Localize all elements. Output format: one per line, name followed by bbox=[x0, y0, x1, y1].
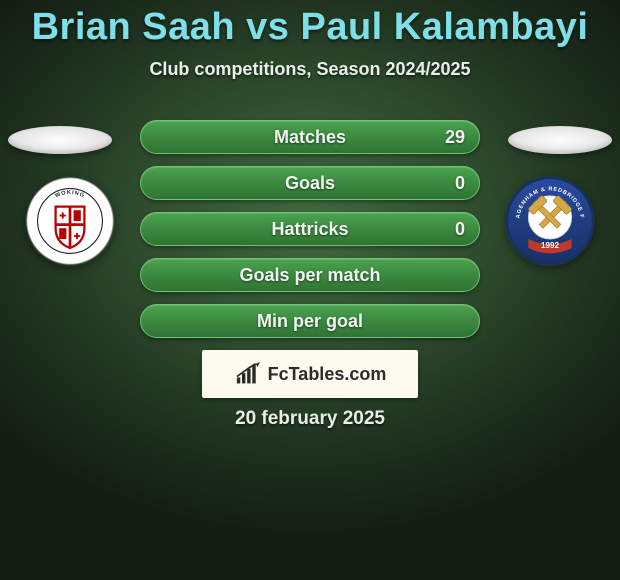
stat-value-right: 0 bbox=[455, 213, 465, 245]
stat-label: Matches bbox=[141, 121, 479, 153]
stat-value-right: 29 bbox=[445, 121, 465, 153]
brand-text: FcTables.com bbox=[268, 364, 387, 385]
svg-text:✚: ✚ bbox=[74, 232, 81, 241]
player-slot-right bbox=[508, 126, 612, 154]
footer-date: 20 february 2025 bbox=[0, 408, 620, 430]
stat-row-matches: Matches 29 bbox=[140, 120, 480, 154]
badge-right-year: 1992 bbox=[541, 241, 559, 250]
stat-label: Goals per match bbox=[141, 259, 479, 291]
stat-row-min-per-goal: Min per goal bbox=[140, 304, 480, 338]
stat-label: Min per goal bbox=[141, 305, 479, 337]
stat-row-goals-per-match: Goals per match bbox=[140, 258, 480, 292]
club-badge-right: DAGENHAM & REDBRIDGE FC 1992 bbox=[505, 176, 595, 266]
brand-box: FcTables.com bbox=[202, 350, 418, 398]
stat-label: Hattricks bbox=[141, 213, 479, 245]
page-title: Brian Saah vs Paul Kalambayi bbox=[0, 0, 620, 49]
svg-text:✚: ✚ bbox=[59, 211, 66, 220]
club-badge-left: WOKING ✚ ✚ bbox=[25, 176, 115, 266]
stat-label: Goals bbox=[141, 167, 479, 199]
page-subtitle: Club competitions, Season 2024/2025 bbox=[0, 59, 620, 80]
stat-row-hattricks: Hattricks 0 bbox=[140, 212, 480, 246]
comparison-card: Brian Saah vs Paul Kalambayi Club compet… bbox=[0, 0, 620, 580]
bars-icon bbox=[234, 362, 262, 386]
stat-row-goals: Goals 0 bbox=[140, 166, 480, 200]
player-slot-left bbox=[8, 126, 112, 154]
stats-table: Matches 29 Goals 0 Hattricks 0 Goals per… bbox=[140, 120, 480, 350]
stat-value-right: 0 bbox=[455, 167, 465, 199]
